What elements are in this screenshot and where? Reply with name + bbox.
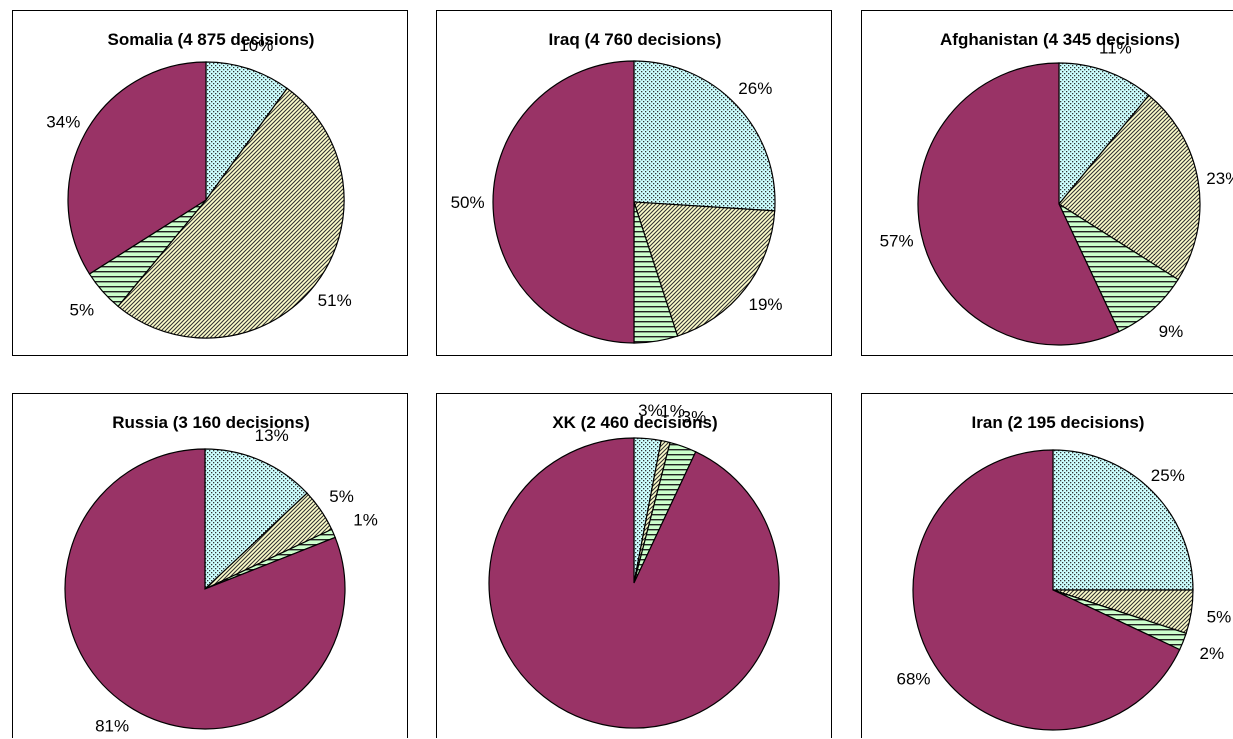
pie-chart-panel: Somalia (4 875 decisions) 10% 51% 5% 34% <box>12 10 408 356</box>
pie-chart-svg: Iran (2 195 decisions) 25% 5% 2% 68% <box>896 413 1232 731</box>
slice-percent-label: 11% <box>1099 39 1132 58</box>
pie-slices: 11% 23% 9% 57% <box>880 39 1233 346</box>
slice-percent-label: 50% <box>451 193 485 212</box>
pie-slice-dots <box>204 448 308 591</box>
pie-slice-solid <box>917 62 1120 346</box>
pie-chart-svg: Somalia (4 875 decisions) 10% 51% 5% 34% <box>46 30 352 339</box>
slice-percent-label: 26% <box>738 79 772 98</box>
pie-slice-dots <box>1052 449 1194 591</box>
slice-percent-label: 1% <box>660 401 685 420</box>
slice-percent-label: 5% <box>1207 607 1232 626</box>
slice-percent-label: 2% <box>1200 644 1225 663</box>
slice-percent-label: 5% <box>70 301 95 320</box>
pie-slices: 10% 51% 5% 34% <box>46 36 352 339</box>
pie-chart-panel: XK (2 460 decisions) 3%1%3%93% <box>436 393 832 739</box>
pie-slice-dots <box>633 60 776 212</box>
chart-title: Somalia (4 875 decisions) <box>108 30 315 49</box>
slice-percent-label: 23% <box>1206 169 1233 188</box>
pie-chart-svg: Iraq (4 760 decisions) 26%19%5%50% <box>451 30 783 344</box>
pie-slices: 13% 5% 1% 81% <box>64 426 378 736</box>
pie-chart-panel: Russia (3 160 decisions) 13% 5% 1% 81% <box>12 393 408 738</box>
pie-slice-diag <box>1058 94 1201 281</box>
pie-slice-horiz <box>1057 202 1179 333</box>
slice-percent-label: 25% <box>1151 466 1185 485</box>
pie-slice-solid <box>912 449 1181 731</box>
pie-slices: 3%1%3%93% <box>488 401 780 739</box>
pie-slice-solid <box>492 60 635 344</box>
pie-slice-solid <box>64 448 346 730</box>
slice-percent-label: 68% <box>896 670 930 689</box>
pie-slice-solid <box>488 437 780 729</box>
chart-title: Afghanistan (4 345 decisions) <box>940 30 1180 49</box>
pie-chart-svg: Russia (3 160 decisions) 13% 5% 1% 81% <box>64 413 378 736</box>
pie-slice-dots <box>205 61 288 202</box>
pie-slice-diag <box>633 201 776 337</box>
slice-percent-label: 10% <box>239 36 273 55</box>
pie-chart-svg: XK (2 460 decisions) 3%1%3%93% <box>488 401 780 739</box>
pie-slice-dots <box>1058 62 1150 206</box>
slice-percent-label: 19% <box>748 295 782 314</box>
slice-percent-label: 1% <box>353 511 378 530</box>
chart-title: Iran (2 195 decisions) <box>972 413 1145 432</box>
slice-percent-label: 81% <box>95 717 129 736</box>
slice-percent-label: 13% <box>255 426 289 445</box>
slice-percent-label: 5% <box>329 487 354 506</box>
slice-percent-label: 9% <box>1159 322 1184 341</box>
slice-percent-label: 3% <box>682 408 707 427</box>
pie-slice-solid <box>67 61 207 275</box>
pie-chart-svg: Afghanistan (4 345 decisions) 11% 23% 9% 57… <box>880 30 1233 346</box>
slice-percent-label: 34% <box>46 113 80 132</box>
pie-chart-panel: Afghanistan (4 345 decisions) 11% 23% 9% 57… <box>861 10 1233 356</box>
pie-chart-panel: Iran (2 195 decisions) 25% 5% 2% 68% <box>861 393 1233 738</box>
slice-percent-label: 51% <box>318 291 352 310</box>
chart-title: Iraq (4 760 decisions) <box>549 30 722 49</box>
chart-title: XK (2 460 decisions) <box>552 413 717 432</box>
slice-percent-label: 57% <box>880 231 914 250</box>
pie-chart-panel: Iraq (4 760 decisions) 26%19%5%50% <box>436 10 832 356</box>
slice-percent-label: 3% <box>638 401 663 420</box>
pie-slices: 25% 5% 2% 68% <box>896 449 1232 731</box>
pie-slices: 26%19%5%50% <box>451 60 783 344</box>
chart-title: Russia (3 160 decisions) <box>112 413 309 432</box>
pie-slice-diag <box>117 87 345 339</box>
